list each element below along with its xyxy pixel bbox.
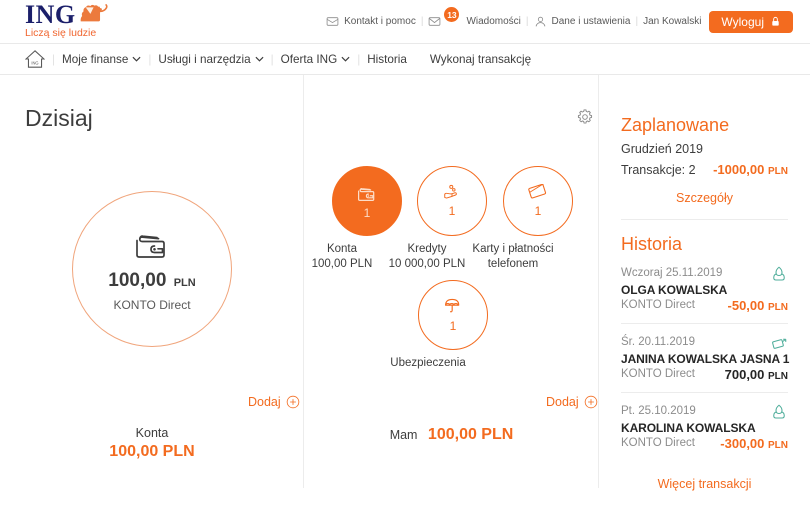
svg-text:ING: ING <box>31 60 38 65</box>
